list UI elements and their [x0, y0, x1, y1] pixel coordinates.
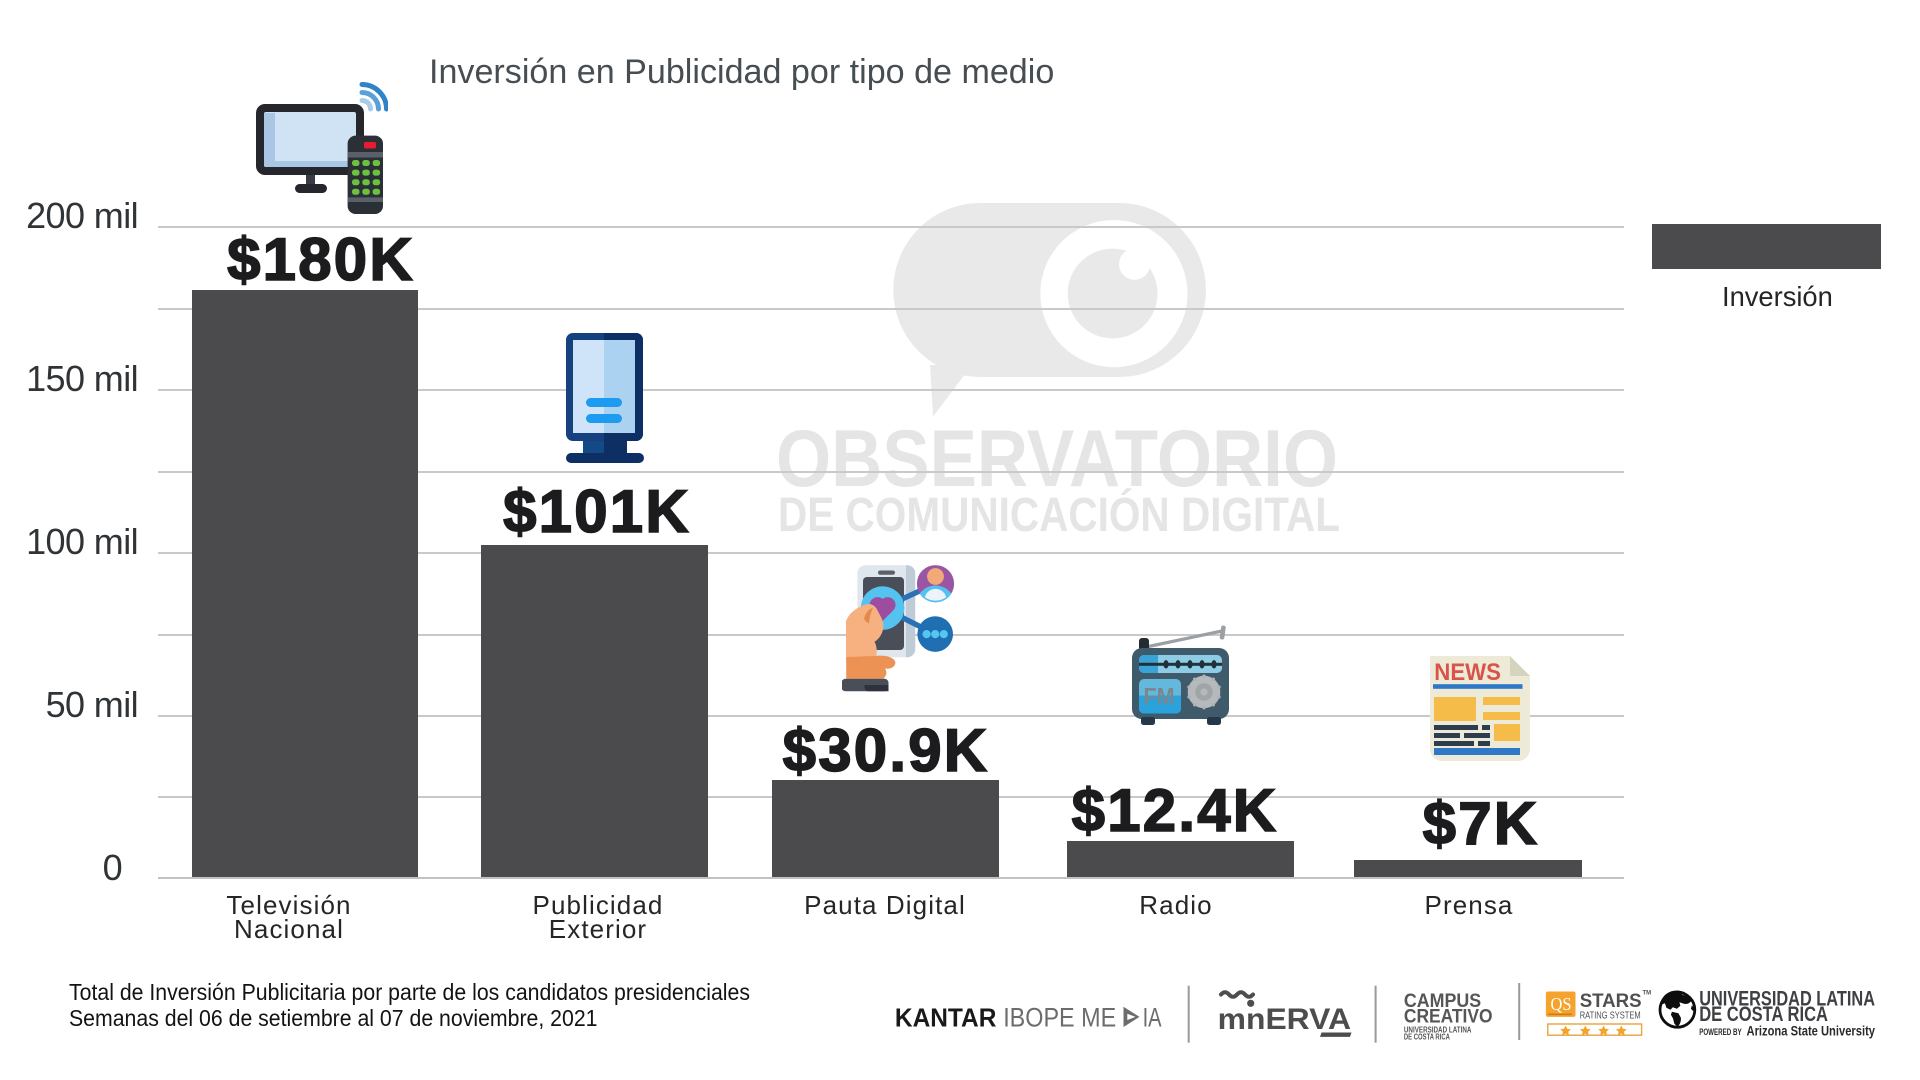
svg-text:RATING SYSTEM: RATING SYSTEM	[1580, 1011, 1641, 1022]
svg-text:UNIVERSIDAD LATINA: UNIVERSIDAD LATINA	[1699, 987, 1875, 1011]
svg-text:STARS: STARS	[1580, 990, 1642, 1012]
svg-text:IBOPE ME: IBOPE ME	[1003, 1002, 1116, 1032]
svg-text:CAMPUS: CAMPUS	[1404, 990, 1481, 1012]
svg-text:POWERED BY: POWERED BY	[1699, 1027, 1741, 1037]
svg-text:DE COSTA RICA: DE COSTA RICA	[1404, 1032, 1450, 1041]
svg-text:DE COSTA RICA: DE COSTA RICA	[1699, 1002, 1828, 1026]
svg-text:DE COMUNICACIÓN DIGITAL: DE COMUNICACIÓN DIGITAL	[778, 487, 1340, 542]
svg-text:TM: TM	[1643, 991, 1652, 997]
svg-text:CREATIVO: CREATIVO	[1404, 1006, 1493, 1028]
svg-text:UNIVERSIDAD LATINA: UNIVERSIDAD LATINA	[1404, 1025, 1472, 1034]
svg-text:FM: FM	[1144, 684, 1175, 711]
svg-text:IA: IA	[1143, 1002, 1162, 1032]
svg-text:NEWS: NEWS	[1434, 659, 1501, 686]
svg-text:QS: QS	[1551, 994, 1572, 1014]
svg-text:KANTAR: KANTAR	[895, 1002, 997, 1032]
svg-text:OBSERVATORIO: OBSERVATORIO	[776, 415, 1338, 504]
svg-text:mnERVA: mnERVA	[1218, 1003, 1351, 1036]
svg-text:Arizona State University: Arizona State University	[1747, 1024, 1876, 1039]
